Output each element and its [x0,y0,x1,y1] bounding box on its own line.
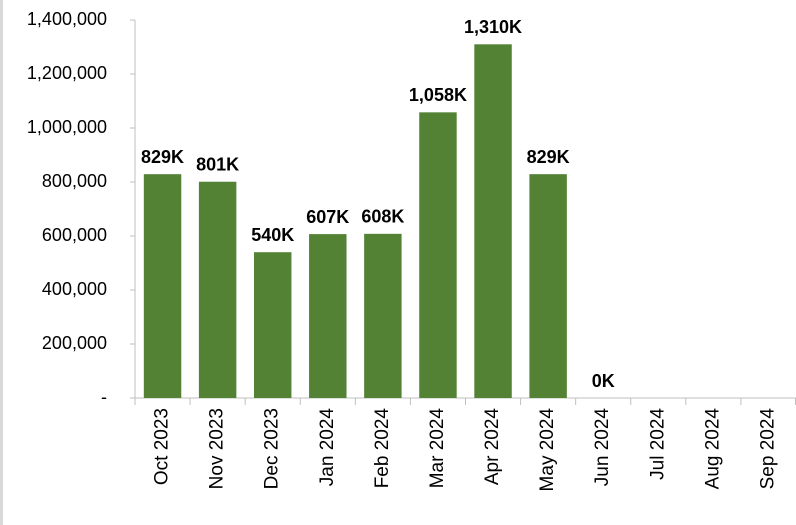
x-tick-label: Mar 2024 [427,408,448,489]
x-tick-label: May 2024 [537,408,558,492]
x-tick-label: Nov 2023 [207,408,228,489]
bar [198,181,237,398]
bar [253,252,292,398]
x-tick-label: Aug 2024 [702,408,723,490]
value-label: 801K [196,154,239,174]
x-tick-label: Jan 2024 [317,408,338,487]
bar [529,174,567,398]
bar [474,44,512,399]
x-tick-label: Sep 2024 [757,408,778,490]
y-tick-label: 1,000,000 [27,117,107,137]
bar [143,174,182,398]
bar [419,112,457,398]
bar [364,233,402,398]
y-tick-label: - [101,387,107,407]
y-tick-label: 800,000 [42,171,107,191]
bar [309,234,347,398]
y-tick-label: 600,000 [42,225,107,245]
x-tick-label: Oct 2023 [152,408,173,485]
x-tick-label: Apr 2024 [482,408,503,486]
x-tick-label: Dec 2023 [262,408,283,489]
y-tick-label: 1,200,000 [27,63,107,83]
value-label: 829K [527,147,570,167]
y-tick-label: 400,000 [42,279,107,299]
left-border [0,0,3,525]
value-label: 608K [361,207,404,227]
value-label: 540K [251,225,294,245]
x-tick-label: Feb 2024 [372,408,393,489]
y-tick-label: 1,400,000 [27,9,107,29]
value-label: 607K [306,207,349,227]
value-label: 829K [141,147,184,167]
x-tick-label: Jun 2024 [592,408,613,487]
y-tick-label: 200,000 [42,333,107,353]
value-label: 1,058K [409,85,467,105]
x-tick-label: Jul 2024 [647,408,668,480]
value-label: 1,310K [464,17,522,37]
value-label: 0K [592,371,615,391]
